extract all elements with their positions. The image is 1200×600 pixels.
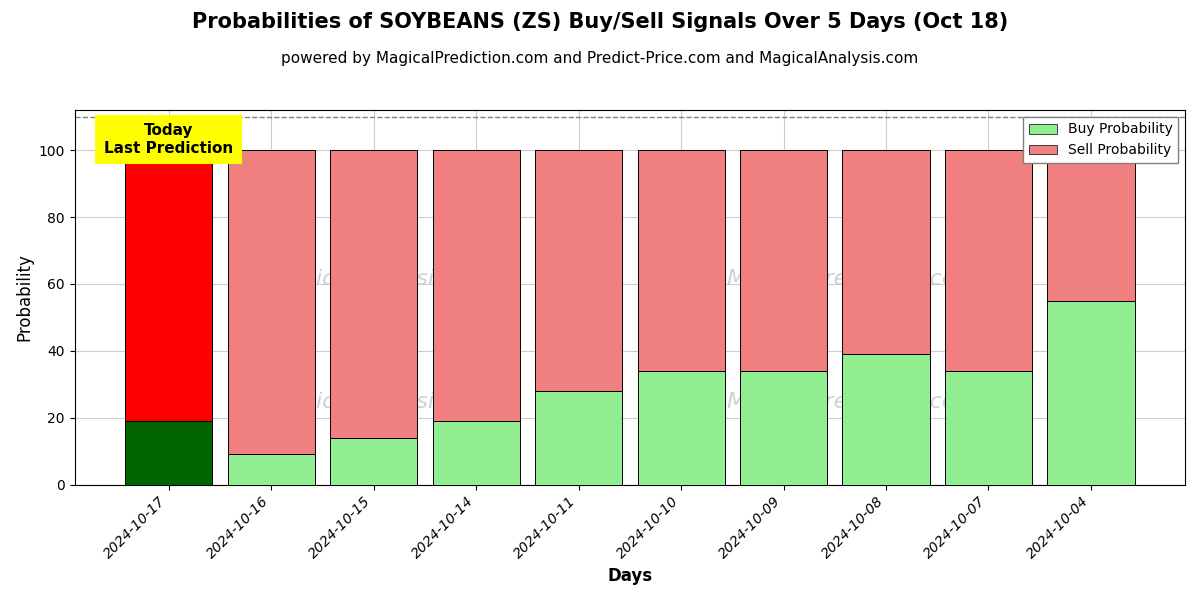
Text: MagicalAnalysis.com: MagicalAnalysis.com [270,392,502,412]
Text: MagicalAnalysis.com: MagicalAnalysis.com [270,269,502,289]
Legend: Buy Probability, Sell Probability: Buy Probability, Sell Probability [1024,117,1178,163]
Bar [637,150,725,371]
Bar [1048,301,1134,485]
X-axis label: Days: Days [607,567,653,585]
Bar [1048,150,1134,301]
Text: Today
Last Prediction: Today Last Prediction [104,124,233,156]
Bar [944,371,1032,485]
Bar [944,150,1032,371]
Bar [432,421,520,485]
Text: MagicalPrediction.com: MagicalPrediction.com [726,392,978,412]
Bar [842,354,930,485]
Bar [432,150,520,421]
Bar [740,150,827,371]
Text: Probabilities of SOYBEANS (ZS) Buy/Sell Signals Over 5 Days (Oct 18): Probabilities of SOYBEANS (ZS) Buy/Sell … [192,12,1008,32]
Text: powered by MagicalPrediction.com and Predict-Price.com and MagicalAnalysis.com: powered by MagicalPrediction.com and Pre… [281,51,919,66]
Bar [637,371,725,485]
Bar [842,150,930,354]
Bar [330,150,418,438]
Text: MagicalPrediction.com: MagicalPrediction.com [726,269,978,289]
Bar [228,150,314,454]
Bar [228,454,314,485]
Y-axis label: Probability: Probability [16,253,34,341]
Bar [330,438,418,485]
Bar [125,421,212,485]
Bar [125,150,212,421]
Bar [740,371,827,485]
Bar [535,150,622,391]
Bar [535,391,622,485]
